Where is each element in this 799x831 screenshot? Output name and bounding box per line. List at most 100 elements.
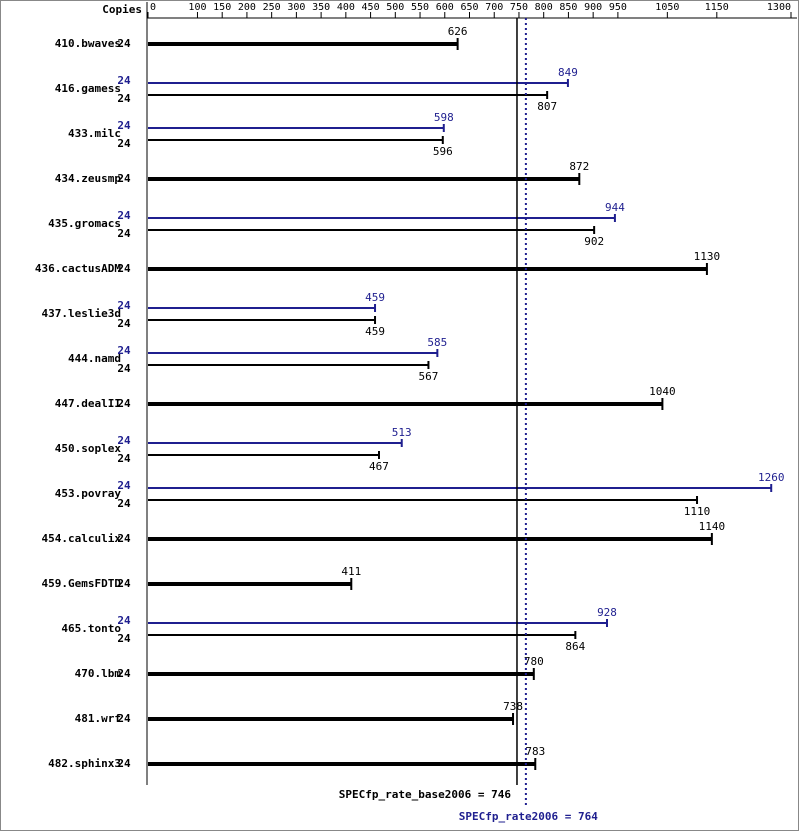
benchmark-label: 453.povray (55, 487, 122, 500)
bar (148, 582, 352, 586)
value-label: 902 (584, 235, 604, 248)
benchmark-label: 447.dealII (55, 397, 121, 410)
peak-value-label: 1260 (758, 471, 785, 484)
bar (148, 454, 379, 456)
copies-label: 24 (117, 397, 131, 410)
x-tick-label: 700 (485, 2, 503, 13)
benchmark-label: 437.leslie3d (42, 307, 121, 320)
bar (148, 634, 576, 636)
copies-label: 24 (117, 362, 131, 375)
bar (148, 499, 698, 501)
bar (148, 42, 458, 46)
peak-bar (148, 442, 402, 444)
bar (148, 672, 534, 676)
bar (148, 402, 663, 406)
copies-label: 24 (117, 452, 131, 465)
peak-copies-label: 24 (117, 479, 131, 492)
benchmark-label: 434.zeusmp (55, 172, 122, 185)
value-label: 467 (369, 460, 389, 473)
copies-label: 24 (117, 577, 131, 590)
value-label: 1130 (694, 250, 721, 263)
bar (148, 762, 536, 766)
copies-label: 24 (117, 37, 131, 50)
x-tick-label: 850 (559, 2, 577, 13)
benchmark-label: 481.wrf (75, 712, 121, 725)
copies-label: 24 (117, 632, 131, 645)
x-tick-label: 750 (510, 2, 528, 13)
copies-label: 24 (117, 227, 131, 240)
mean-label: SPECfp_rate_base2006 = 746 (339, 788, 512, 801)
benchmark-label: 470.lbm (75, 667, 122, 680)
peak-copies-label: 24 (117, 344, 131, 357)
x-tick-label: 0 (150, 2, 156, 13)
peak-bar (148, 127, 444, 129)
x-tick-label: 300 (287, 2, 305, 13)
copies-header: Copies (102, 3, 142, 16)
benchmark-label: 416.gamess (55, 82, 121, 95)
copies-label: 24 (117, 712, 131, 725)
copies-label: 24 (117, 667, 131, 680)
value-label: 807 (537, 100, 557, 113)
peak-value-label: 928 (597, 606, 617, 619)
value-label: 411 (341, 565, 361, 578)
x-tick-label: 150 (213, 2, 231, 13)
copies-label: 24 (117, 262, 131, 275)
peak-value-label: 944 (605, 201, 625, 214)
peak-copies-label: 24 (117, 614, 131, 627)
copies-label: 24 (117, 532, 131, 545)
value-label: 738 (503, 700, 523, 713)
x-tick-label: 100 (188, 2, 206, 13)
bar (148, 537, 712, 541)
x-tick-label: 400 (337, 2, 355, 13)
benchmark-label: 433.milc (68, 127, 121, 140)
bar (148, 177, 580, 181)
copies-label: 24 (117, 757, 131, 770)
benchmark-label: 454.calculix (42, 532, 122, 545)
bar (148, 717, 514, 721)
benchmark-label: 410.bwaves (55, 37, 121, 50)
x-tick-label: 450 (362, 2, 380, 13)
benchmark-label: 482.sphinx3 (48, 757, 121, 770)
benchmark-label: 436.cactusADM (35, 262, 121, 275)
peak-bar (148, 82, 568, 84)
value-label: 864 (565, 640, 585, 653)
x-tick-label: 650 (460, 2, 478, 13)
x-tick-label: 1050 (655, 2, 679, 13)
benchmark-label: 459.GemsFDTD (42, 577, 122, 590)
copies-label: 24 (117, 317, 131, 330)
bar (148, 319, 376, 321)
peak-bar (148, 352, 438, 354)
benchmark-label: 465.tonto (61, 622, 121, 635)
value-label: 780 (524, 655, 544, 668)
peak-value-label: 849 (558, 66, 578, 79)
bar (148, 94, 548, 96)
copies-label: 24 (117, 172, 131, 185)
bar (148, 267, 707, 271)
x-tick-label: 1150 (705, 2, 729, 13)
value-label: 459 (365, 325, 385, 338)
peak-value-label: 598 (434, 111, 454, 124)
x-tick-label: 550 (411, 2, 429, 13)
bar (148, 364, 429, 366)
peak-bar (148, 622, 608, 624)
peak-value-label: 459 (365, 291, 385, 304)
x-tick-label: 900 (584, 2, 602, 13)
benchmark-label: 450.soplex (55, 442, 122, 455)
value-label: 872 (569, 160, 589, 173)
copies-label: 24 (117, 137, 131, 150)
benchmark-label: 435.gromacs (48, 217, 121, 230)
x-tick-label: 350 (312, 2, 330, 13)
copies-label: 24 (117, 92, 131, 105)
copies-label: 24 (117, 497, 131, 510)
value-label: 1110 (684, 505, 711, 518)
mean-label: SPECfp_rate2006 = 764 (459, 810, 598, 823)
value-label: 567 (419, 370, 439, 383)
peak-copies-label: 24 (117, 74, 131, 87)
x-tick-label: 950 (609, 2, 627, 13)
peak-value-label: 585 (427, 336, 447, 349)
peak-bar (148, 487, 772, 489)
value-label: 1040 (649, 385, 676, 398)
bar (148, 229, 595, 231)
x-tick-label: 1300 (767, 2, 791, 13)
